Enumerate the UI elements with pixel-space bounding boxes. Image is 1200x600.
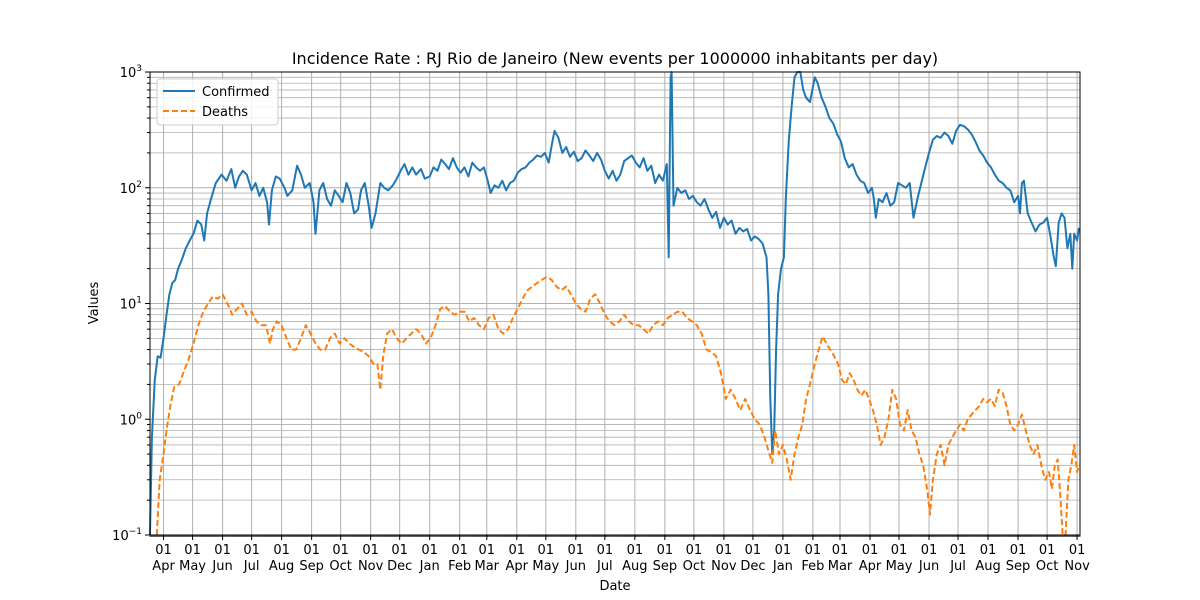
x-tick-label-month: Mar xyxy=(828,559,853,574)
x-tick-label-day: 01 xyxy=(155,543,172,558)
x-tick-label-month: Aug xyxy=(269,559,294,574)
x-axis: 01Apr01May01Jun01Jul01Aug01Sep01Oct01Nov… xyxy=(149,535,1090,574)
legend-label-deaths: Deaths xyxy=(202,105,248,120)
series-line-confirmed xyxy=(149,71,1080,536)
x-tick-label-day: 01 xyxy=(243,543,260,558)
x-tick-label-day: 01 xyxy=(303,543,320,558)
x-tick-label-day: 01 xyxy=(509,543,526,558)
x-tick-label-day: 01 xyxy=(980,543,997,558)
x-tick-label-month: Nov xyxy=(1064,559,1090,574)
x-tick-label-day: 01 xyxy=(1039,543,1056,558)
x-tick-label-day: 01 xyxy=(273,543,290,558)
x-tick-label-day: 01 xyxy=(950,543,967,558)
legend-label-confirmed: Confirmed xyxy=(202,85,270,100)
x-tick-label-day: 01 xyxy=(421,543,438,558)
y-axis: 10−1 100 101 102 103 xyxy=(112,64,150,544)
x-tick-label-day: 01 xyxy=(451,543,468,558)
x-tick-label-month: Sep xyxy=(1006,559,1031,574)
x-tick-label-day: 01 xyxy=(479,543,496,558)
x-tick-label-month: Nov xyxy=(358,559,384,574)
x-tick-label-month: Dec xyxy=(387,559,412,574)
x-tick-label-month: Dec xyxy=(740,559,765,574)
x-tick-label-month: Mar xyxy=(475,559,500,574)
x-tick-label-day: 01 xyxy=(862,543,879,558)
x-tick-label-month: Jun xyxy=(211,559,232,574)
y-tick-label: 102 xyxy=(120,180,142,197)
x-tick-label-day: 01 xyxy=(921,543,938,558)
y-tick-label: 100 xyxy=(120,411,143,428)
x-tick-label-month: Apr xyxy=(859,559,882,574)
x-tick-label-day: 01 xyxy=(775,543,792,558)
x-tick-label-month: Nov xyxy=(711,559,737,574)
x-tick-label-day: 01 xyxy=(1069,543,1086,558)
x-tick-label-month: Jul xyxy=(596,559,613,574)
x-tick-label-month: Feb xyxy=(801,559,824,574)
x-tick-label-month: Jan xyxy=(419,559,440,574)
x-tick-label-month: Sep xyxy=(653,559,678,574)
x-tick-label-month: Apr xyxy=(152,559,175,574)
x-tick-label-day: 01 xyxy=(1010,543,1027,558)
y-axis-label: Values xyxy=(87,282,102,325)
x-tick-label-day: 01 xyxy=(832,543,849,558)
x-tick-label-month: Aug xyxy=(975,559,1000,574)
x-tick-label-month: Jan xyxy=(772,559,793,574)
x-tick-label-day: 01 xyxy=(362,543,379,558)
x-tick-label-month: May xyxy=(532,559,559,574)
x-tick-label-month: Aug xyxy=(622,559,647,574)
y-tick-label: 101 xyxy=(120,296,142,313)
x-tick-label-month: Oct xyxy=(329,559,351,574)
x-tick-label-month: Oct xyxy=(1036,559,1058,574)
y-tick-label: 103 xyxy=(120,64,142,81)
x-axis-label: Date xyxy=(599,579,630,594)
series-line-deaths xyxy=(155,275,1080,536)
x-tick-label-day: 01 xyxy=(891,543,908,558)
x-tick-label-day: 01 xyxy=(716,543,733,558)
x-tick-label-month: Feb xyxy=(448,559,471,574)
x-tick-label-day: 01 xyxy=(332,543,349,558)
x-tick-label-day: 01 xyxy=(538,543,555,558)
x-tick-label-day: 01 xyxy=(568,543,585,558)
x-tick-label-month: Apr xyxy=(506,559,529,574)
chart-title: Incidence Rate : RJ Rio de Janeiro (New … xyxy=(292,49,938,68)
x-tick-label-month: Jun xyxy=(565,559,586,574)
x-tick-label-month: Sep xyxy=(299,559,324,574)
x-tick-label-day: 01 xyxy=(805,543,822,558)
x-tick-label-day: 01 xyxy=(597,543,614,558)
legend: Confirmed Deaths xyxy=(156,78,279,126)
x-tick-label-month: Jul xyxy=(243,559,260,574)
x-tick-label-day: 01 xyxy=(391,543,408,558)
series-layer xyxy=(149,71,1080,536)
grid xyxy=(150,72,1080,536)
x-tick-label-month: Oct xyxy=(683,559,705,574)
x-tick-label-day: 01 xyxy=(745,543,762,558)
x-tick-label-month: May xyxy=(886,559,913,574)
x-tick-label-day: 01 xyxy=(184,543,201,558)
x-tick-label-day: 01 xyxy=(627,543,644,558)
x-tick-label-day: 01 xyxy=(657,543,674,558)
x-tick-label-month: May xyxy=(179,559,206,574)
x-tick-label-day: 01 xyxy=(686,543,703,558)
y-tick-label: 10−1 xyxy=(112,527,142,544)
x-tick-label-day: 01 xyxy=(214,543,231,558)
x-tick-label-month: Jul xyxy=(949,559,966,574)
x-tick-label-month: Jun xyxy=(918,559,939,574)
